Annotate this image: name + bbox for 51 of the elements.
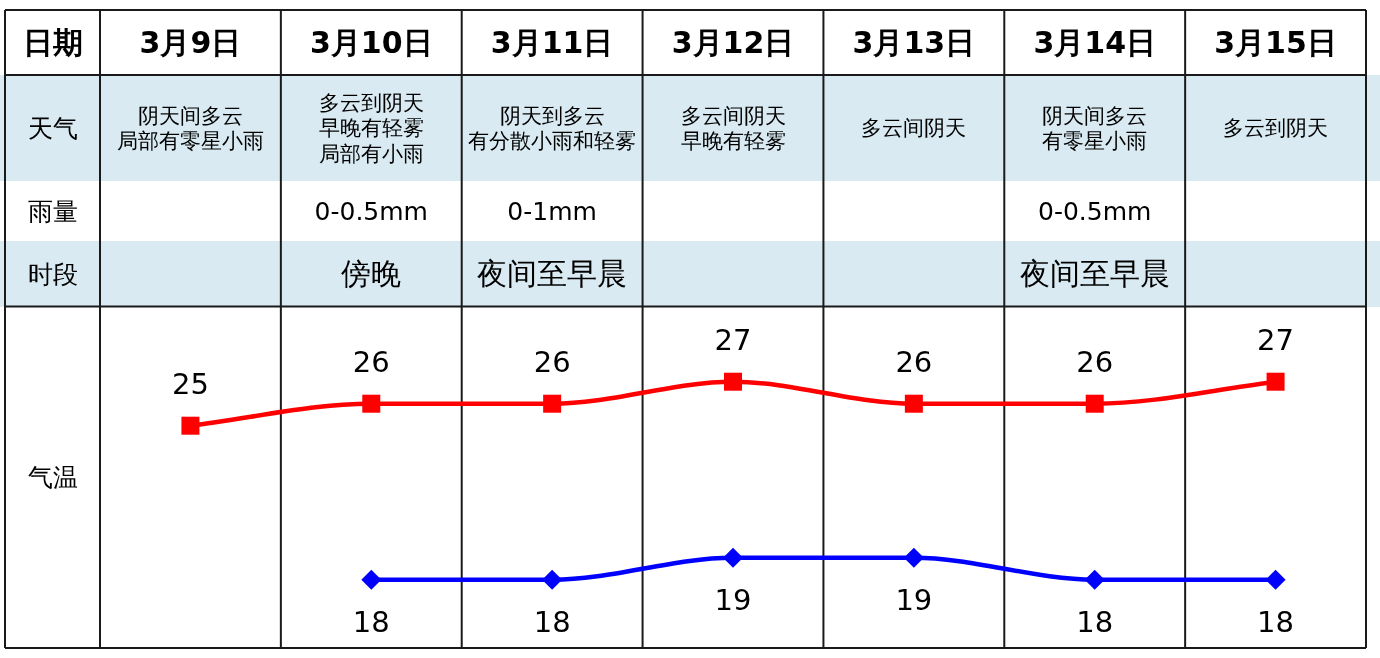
y-tick-label: 天气 bbox=[27, 113, 78, 143]
point bbox=[543, 394, 562, 413]
text: 夜间至早晨 bbox=[1019, 256, 1170, 292]
data-label: 26 bbox=[895, 345, 933, 380]
x-tick-label: 3月10日 bbox=[309, 25, 433, 61]
x-tick-label: 3月9日 bbox=[139, 25, 242, 61]
text: 多云到阴天早晚有轻雾局部有小雨 bbox=[318, 91, 424, 166]
text: 夜间至早晨 bbox=[477, 256, 628, 292]
text: 阴天到多云有分散小雨和轻雾 bbox=[468, 103, 637, 153]
point bbox=[903, 547, 924, 568]
data-label: 26 bbox=[1076, 345, 1114, 380]
data-label: 18 bbox=[1076, 605, 1114, 640]
point bbox=[362, 394, 381, 413]
data-label: 19 bbox=[714, 583, 752, 618]
point bbox=[181, 416, 200, 435]
point bbox=[1084, 569, 1105, 590]
text: 多云到阴天 bbox=[1223, 116, 1329, 141]
point bbox=[904, 394, 923, 413]
point bbox=[723, 547, 743, 568]
text: 0-0.5mm bbox=[314, 196, 428, 226]
text: 阴天间多云有零星小雨 bbox=[1042, 103, 1148, 153]
data-label: 27 bbox=[714, 323, 752, 358]
point bbox=[361, 569, 382, 590]
x-tick-label: 3月14日 bbox=[1033, 25, 1157, 61]
data-label: 26 bbox=[352, 345, 390, 380]
text: 0-1mm bbox=[507, 196, 597, 226]
text: 0-0.5mm bbox=[1038, 196, 1152, 226]
x-tick-label: 3月11日 bbox=[490, 25, 614, 61]
data-label: 27 bbox=[1257, 323, 1295, 358]
point bbox=[724, 372, 742, 391]
text: 多云间阴天 bbox=[861, 116, 967, 141]
text: 多云间阴天早晚有轻雾 bbox=[680, 103, 786, 153]
data-label: 18 bbox=[533, 605, 571, 640]
data-label: 19 bbox=[895, 583, 933, 618]
data-label: 18 bbox=[352, 605, 390, 640]
data-label: 18 bbox=[1257, 605, 1295, 640]
text: 傍晚 bbox=[341, 256, 402, 292]
y-tick-label: 时段 bbox=[27, 259, 78, 289]
y-axis-title: 气温 bbox=[27, 463, 78, 493]
point bbox=[1085, 394, 1104, 413]
x-tick-label: 3月12日 bbox=[671, 25, 795, 61]
point bbox=[1265, 569, 1286, 590]
x-axis-title: 日期 bbox=[22, 25, 83, 61]
point bbox=[542, 569, 563, 590]
data-label: 25 bbox=[171, 367, 209, 402]
x-tick-label: 3月13日 bbox=[852, 25, 976, 61]
y-tick-label: 雨量 bbox=[27, 196, 78, 226]
data-label: 26 bbox=[533, 345, 571, 380]
text: 阴天间多云局部有零星小雨 bbox=[116, 103, 264, 153]
point bbox=[1266, 372, 1285, 391]
x-tick-label: 3月15日 bbox=[1214, 25, 1337, 61]
